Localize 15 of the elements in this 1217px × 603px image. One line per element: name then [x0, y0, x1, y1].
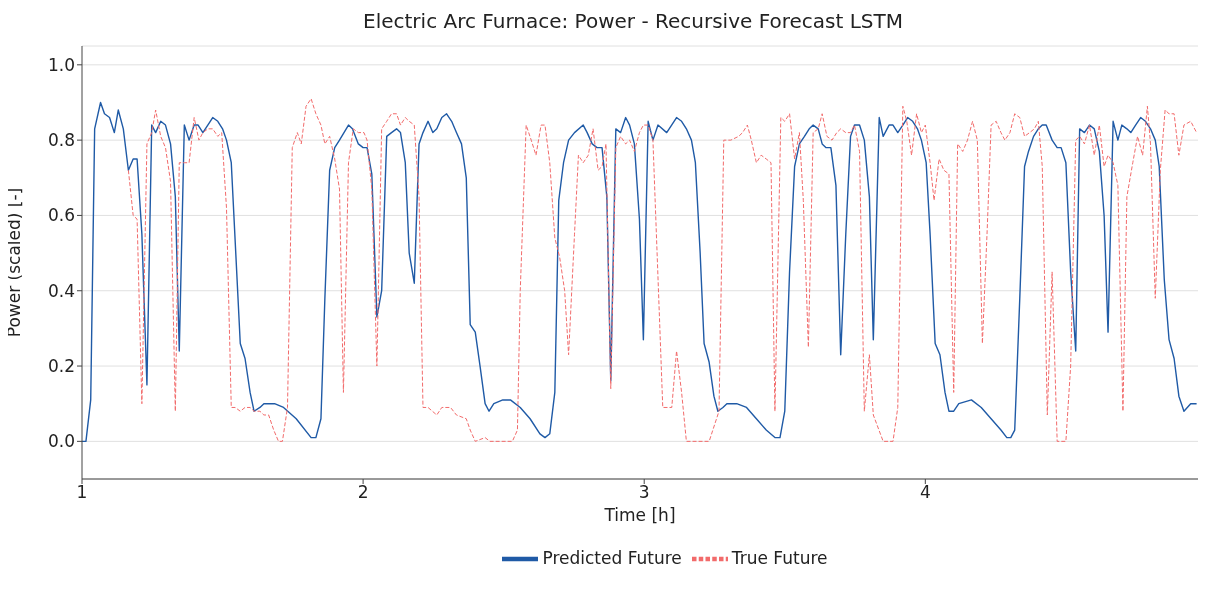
legend-label: True Future [731, 548, 828, 568]
x-axis-title: Time [h] [603, 505, 676, 525]
x-tick-label: 3 [638, 482, 650, 503]
y-tick-label: 0.8 [47, 130, 75, 151]
chart-title: Electric Arc Furnace: Power - Recursive Forecast LSTM [362, 8, 904, 35]
x-tick-label: 1 [76, 482, 88, 503]
x-tick-label: 2 [357, 482, 369, 503]
x-tick-label: 4 [919, 482, 931, 503]
y-tick-label: 1.0 [47, 54, 75, 75]
y-axis-title: Power (scaled) [-] [4, 187, 25, 338]
legend-label: Predicted Future [542, 548, 682, 568]
y-tick-label: 0.4 [47, 280, 75, 301]
y-tick-label: 0.6 [47, 205, 75, 226]
y-tick-label: 0.2 [47, 356, 75, 377]
y-tick-label: 0.0 [47, 431, 75, 452]
